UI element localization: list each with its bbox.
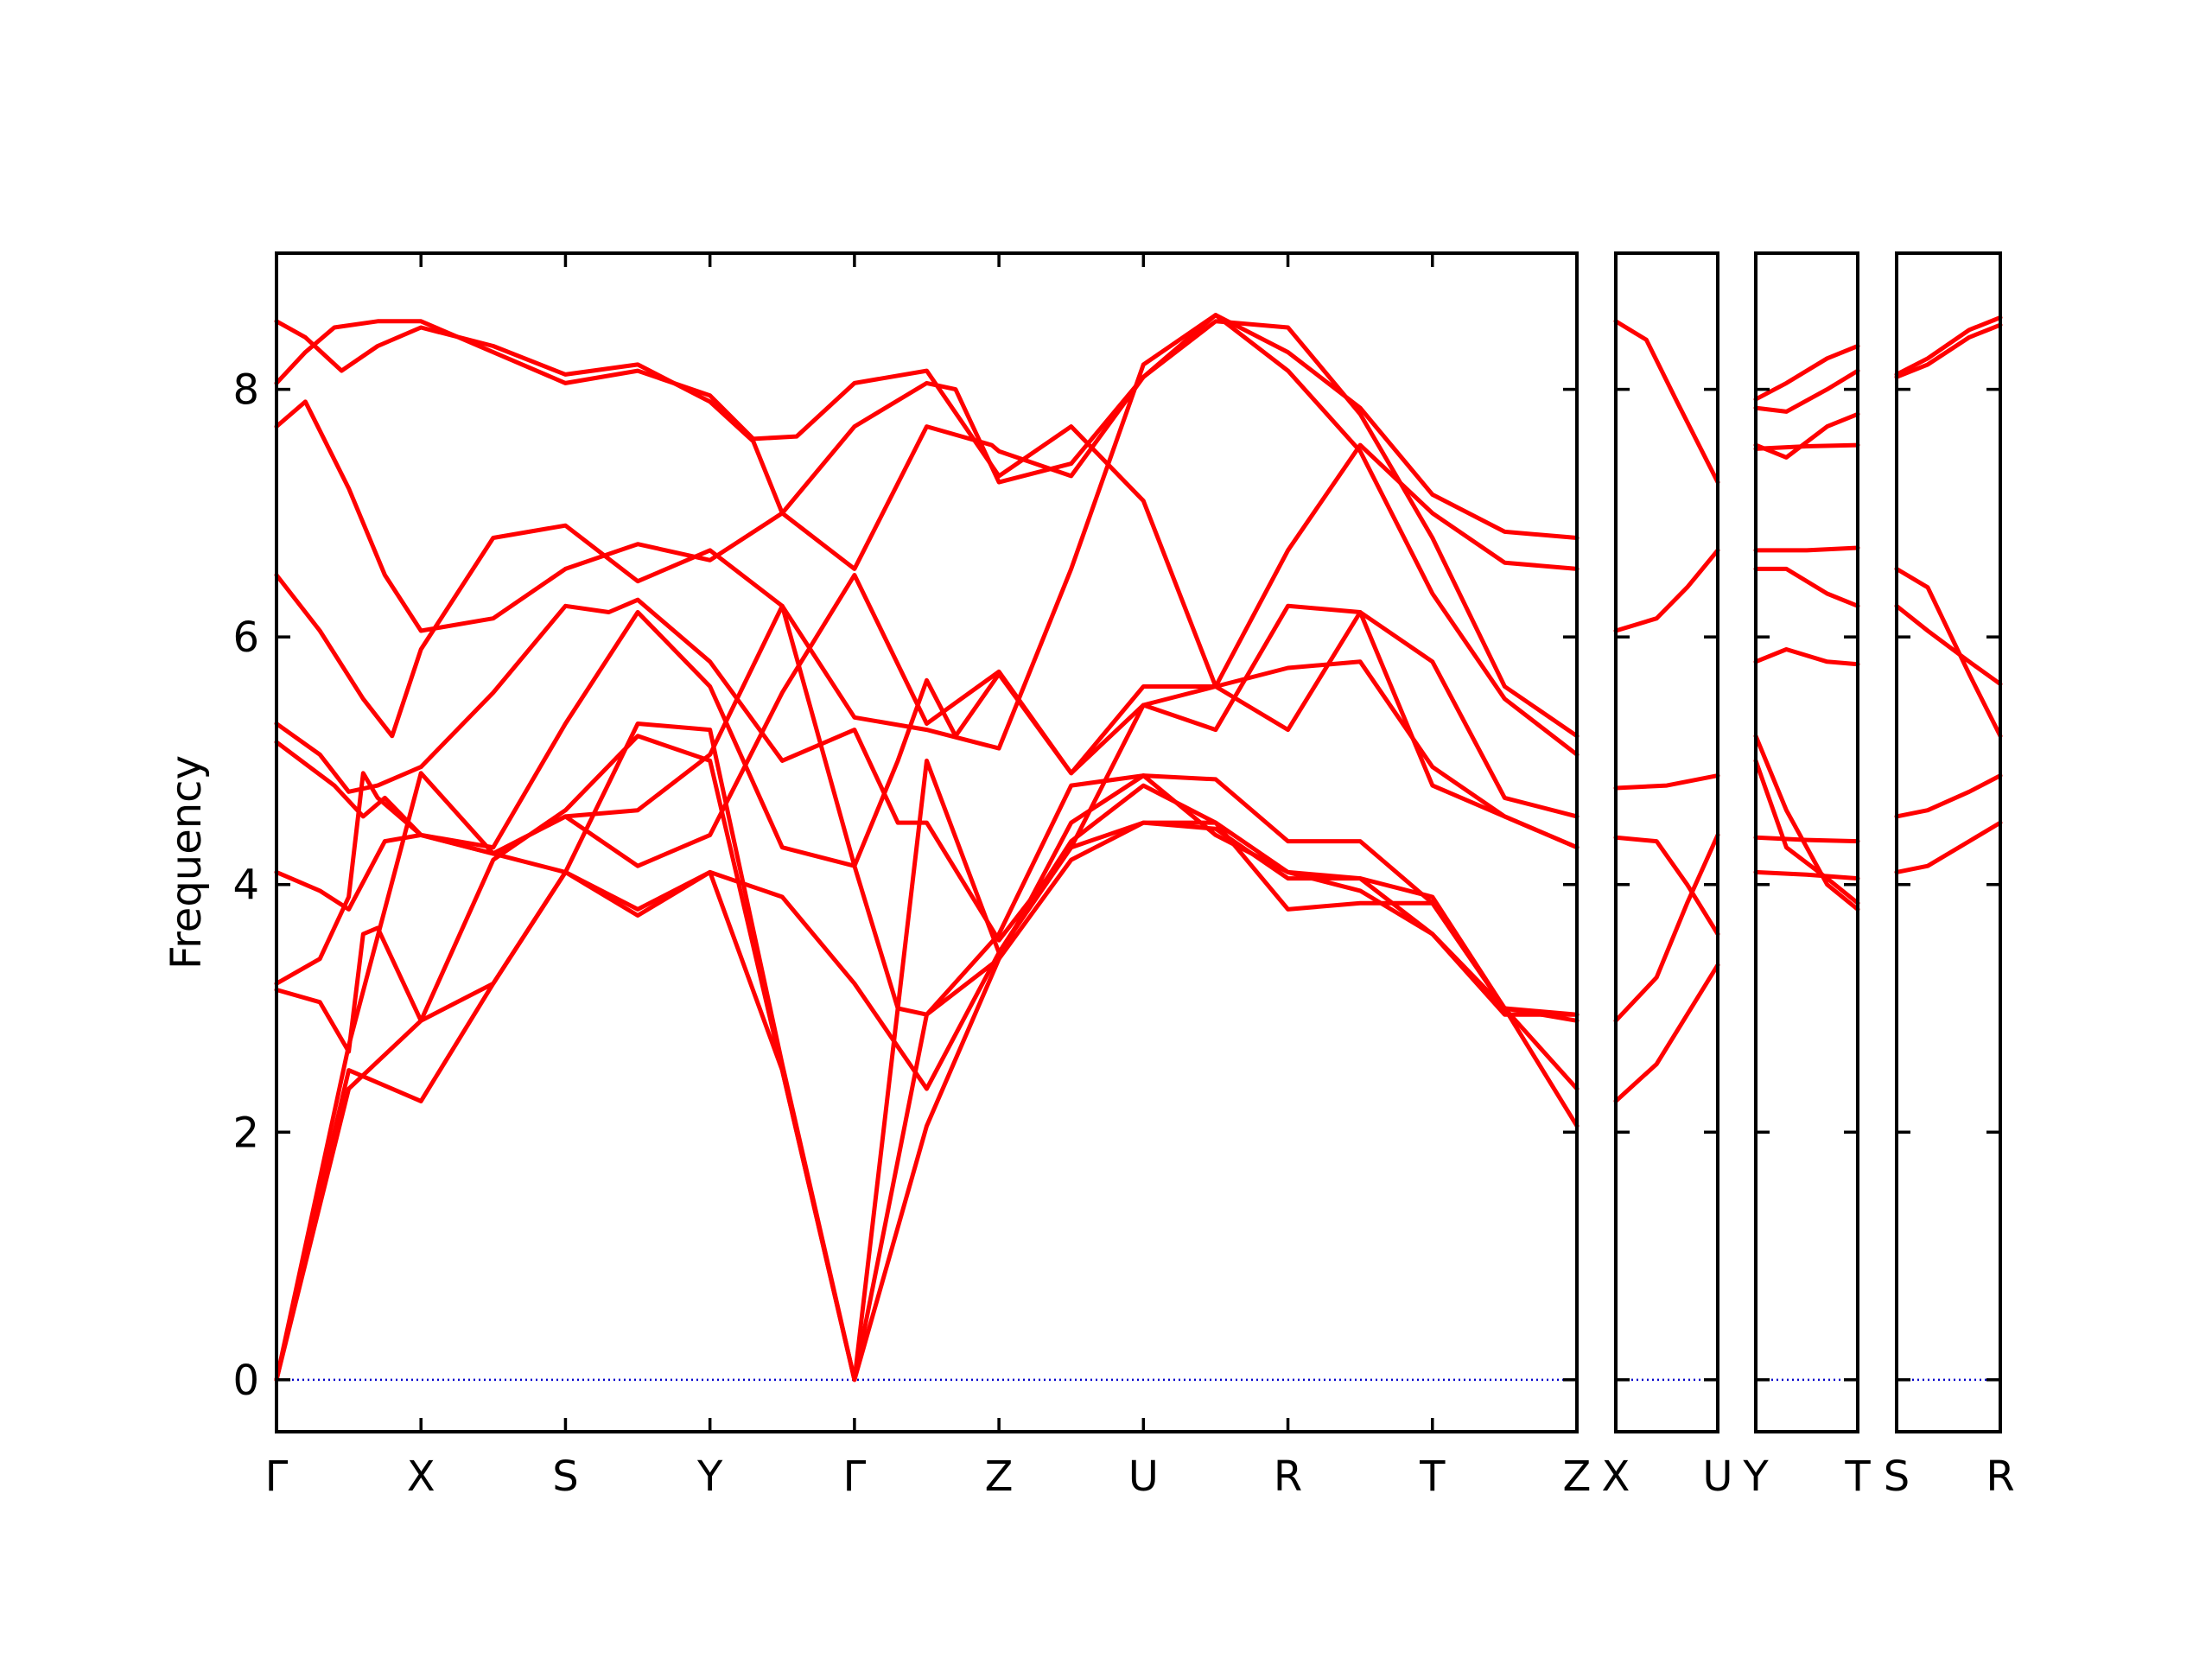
band-7 (1753, 647, 1860, 667)
band-3 (1613, 773, 1720, 791)
x-tick-label: Z (1563, 1452, 1592, 1501)
band-1 (1753, 344, 1860, 402)
band-9 (274, 783, 1580, 1091)
band-10 (274, 820, 1580, 1382)
x-tick-label: T (1844, 1452, 1871, 1501)
band-3 (274, 313, 1580, 757)
x-tick-label: Y (1742, 1452, 1769, 1501)
panel-frame (1895, 251, 2002, 1433)
band-3 (1894, 566, 2003, 739)
band-1 (1613, 319, 1720, 485)
panel-frame (1614, 251, 1719, 1433)
x-tick-label: U (1128, 1452, 1159, 1501)
band-1 (274, 319, 1580, 819)
band-3 (1753, 411, 1860, 460)
panel-frame (275, 251, 1579, 1433)
band-5 (274, 442, 1580, 943)
panel-frame (1754, 251, 1859, 1433)
band-7 (274, 573, 1580, 912)
x-tick-label: Y (696, 1452, 723, 1501)
x-tick-label: U (1702, 1452, 1732, 1501)
band-5 (1753, 545, 1860, 553)
band-2 (1613, 548, 1720, 633)
band-5 (1894, 773, 2003, 819)
x-tick-label: S (1884, 1452, 1910, 1501)
x-tick-label: S (552, 1452, 578, 1501)
band-4 (274, 313, 1580, 751)
band-2 (1753, 368, 1860, 414)
band-8 (274, 603, 1580, 1017)
band-10 (1753, 835, 1860, 844)
band-2 (1894, 322, 2003, 379)
y-tick-label: 8 (232, 366, 259, 415)
band-1 (1894, 315, 2003, 377)
band-4 (1753, 442, 1860, 451)
band-8 (1753, 734, 1860, 912)
x-tick-label: Γ (265, 1452, 289, 1501)
band-11 (1753, 869, 1860, 881)
band-4 (1894, 603, 2003, 687)
band-6 (1613, 963, 1720, 1103)
band-4 (1613, 835, 1720, 937)
x-tick-label: R (1986, 1452, 2014, 1501)
band-6 (1894, 820, 2003, 874)
x-tick-label: T (1419, 1452, 1446, 1501)
x-tick-label: Z (985, 1452, 1014, 1501)
y-tick-label: 4 (232, 861, 259, 910)
band-6 (1753, 566, 1860, 608)
band-12 (274, 721, 1580, 1382)
x-tick-label: Γ (843, 1452, 867, 1501)
y-tick-label: 2 (232, 1109, 259, 1157)
band-9 (1753, 758, 1860, 906)
y-tick-label: 0 (232, 1357, 259, 1405)
x-tick-label: X (1602, 1452, 1630, 1501)
band-2 (274, 319, 1580, 739)
x-tick-label: R (1274, 1452, 1302, 1501)
band-5 (1613, 832, 1720, 1023)
y-tick-label: 6 (232, 613, 259, 662)
x-tick-label: X (407, 1452, 435, 1501)
y-axis-label: Frequency (162, 755, 211, 969)
band-11 (274, 734, 1580, 1382)
